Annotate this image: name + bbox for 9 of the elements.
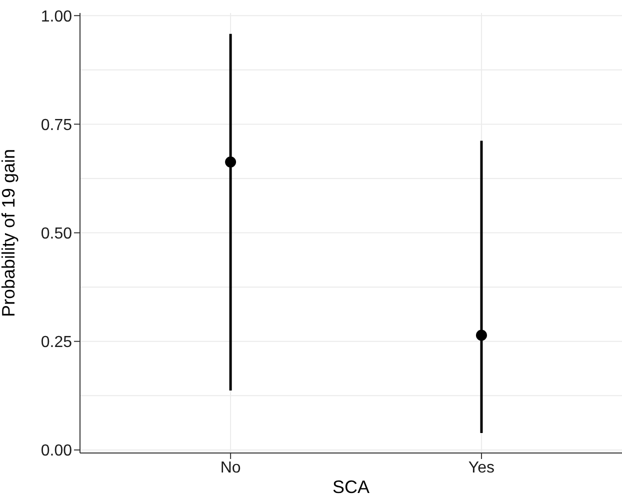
- y-axis-title: Probability of 19 gain: [0, 148, 18, 318]
- y-tick-label: 0.00: [40, 442, 72, 460]
- x-tick-label: Yes: [468, 459, 495, 476]
- y-tick-label: 0.50: [40, 225, 72, 242]
- y-tick-label: 1.00: [40, 8, 72, 26]
- x-tick-label: No: [220, 459, 241, 476]
- y-tick-label: 0.75: [40, 116, 72, 134]
- x-axis-title: SCA: [332, 477, 370, 495]
- y-tick-label: 0.25: [40, 334, 72, 352]
